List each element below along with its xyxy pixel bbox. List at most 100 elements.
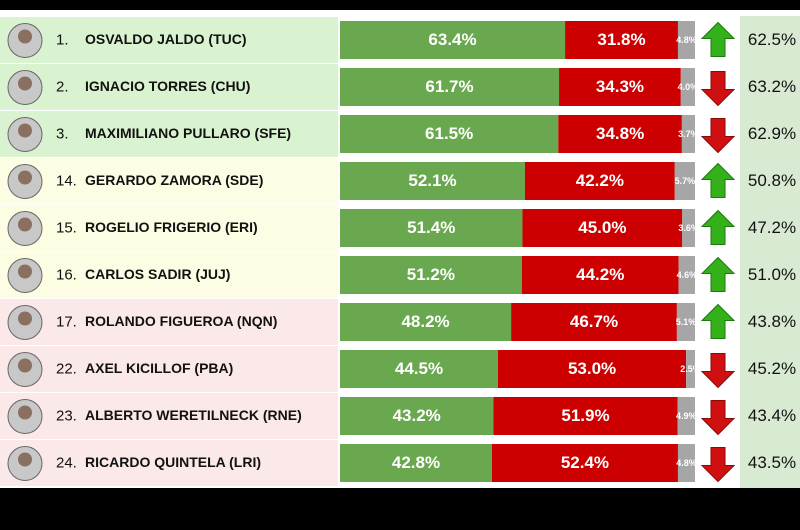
bar-segment (340, 350, 498, 388)
value-label: 52.1% (408, 171, 456, 190)
name: RICARDO QUINTELA (LRI) (85, 454, 261, 470)
rank: 14. (56, 172, 77, 189)
value-label: 31.8% (597, 30, 645, 49)
row-background (0, 111, 338, 157)
previous-value: 43.4% (748, 406, 796, 425)
avatar-head (18, 217, 32, 232)
value-label: 48.2% (401, 312, 449, 331)
bar-segment (674, 162, 695, 200)
bar-segment (677, 444, 695, 482)
avatar-head (18, 264, 32, 279)
value-label: 4.8% (676, 35, 697, 45)
value-label: 53.0% (568, 359, 616, 378)
bar-segment (491, 444, 678, 482)
rank: 16. (56, 266, 77, 283)
value-label: 43.2% (393, 406, 441, 425)
avatar-head (18, 311, 32, 326)
value-label: 63.4% (428, 30, 476, 49)
arrow-down (700, 447, 736, 483)
bar-segment (559, 68, 681, 106)
previous-value: 43.5% (748, 453, 796, 472)
avatar-head (18, 29, 32, 44)
bar-segment (522, 209, 683, 247)
previous-value: 47.2% (748, 218, 796, 237)
row-background (0, 393, 338, 439)
name: MAXIMILIANO PULLARO (SFE) (85, 125, 291, 141)
bar-segment (511, 303, 677, 341)
value-label: 52.4% (561, 453, 609, 472)
bar-segment (677, 21, 695, 59)
name: ALBERTO WERETILNECK (RNE) (85, 407, 302, 423)
value-label: 61.5% (425, 124, 473, 143)
bar-segment (676, 303, 695, 341)
arrow-down (700, 118, 736, 154)
previous-value: 50.8% (748, 171, 796, 190)
avatar-head (18, 358, 32, 373)
row-background (0, 64, 338, 110)
bar-segment (340, 256, 522, 294)
value-label: 4.6% (677, 270, 698, 280)
value-label: 34.3% (596, 77, 644, 96)
row-background (0, 299, 338, 345)
arrow-up (700, 162, 736, 198)
arrow-up (700, 256, 736, 292)
value-label: 5.7% (675, 176, 696, 186)
avatar-head (18, 123, 32, 138)
bar-segment (680, 68, 695, 106)
avatar-head (18, 170, 32, 185)
name: ROLANDO FIGUEROA (NQN) (85, 313, 277, 329)
bar-segment (497, 350, 687, 388)
bar-segment (558, 115, 682, 153)
value-label: 3.7% (678, 129, 699, 139)
arrow-down (700, 353, 736, 389)
bar-segment (521, 256, 679, 294)
rank: 23. (56, 407, 77, 424)
bar-segment (340, 115, 559, 153)
value-label: 51.4% (407, 218, 455, 237)
name: GERARDO ZAMORA (SDE) (85, 172, 263, 188)
previous-value: 63.2% (748, 77, 796, 96)
bar-segment (340, 21, 566, 59)
value-label: 4.9% (676, 411, 697, 421)
name: ROGELIO FRIGERIO (ERI) (85, 219, 258, 235)
rank: 17. (56, 313, 77, 330)
value-label: 42.8% (392, 453, 440, 472)
previous-value: 62.9% (748, 124, 796, 143)
bar-segment (677, 397, 695, 435)
name: OSVALDO JALDO (TUC) (85, 31, 247, 47)
bar-segment (340, 209, 523, 247)
avatar-head (18, 76, 32, 91)
bar-segment (524, 162, 675, 200)
bar-segment (340, 397, 494, 435)
arrow-down (700, 71, 736, 107)
avatar-head (18, 452, 32, 467)
row-background (0, 252, 338, 298)
arrow-up (700, 21, 736, 57)
previous-value: 51.0% (748, 265, 796, 284)
bar-segment (565, 21, 678, 59)
name: IGNACIO TORRES (CHU) (85, 78, 250, 94)
rank: 15. (56, 219, 77, 236)
value-label: 44.2% (576, 265, 624, 284)
rank: 3. (56, 125, 69, 142)
value-label: 4.8% (676, 458, 697, 468)
avatar-head (18, 405, 32, 420)
previous-value: 62.5% (748, 30, 796, 49)
bar-segment (681, 115, 695, 153)
bar-segment (340, 444, 492, 482)
value-label: 5.1% (676, 317, 697, 327)
name: CARLOS SADIR (JUJ) (85, 266, 230, 282)
rank: 22. (56, 360, 77, 377)
value-label: 46.7% (570, 312, 618, 331)
bar-segment (678, 256, 695, 294)
bar-segment (340, 303, 512, 341)
value-label: 45.0% (578, 218, 626, 237)
arrow-up (700, 303, 736, 339)
row-background (0, 205, 338, 251)
rank: 24. (56, 454, 77, 471)
value-label: 44.5% (395, 359, 443, 378)
arrow-down (700, 400, 736, 436)
previous-value: 45.2% (748, 359, 796, 378)
bar-segment (340, 68, 560, 106)
